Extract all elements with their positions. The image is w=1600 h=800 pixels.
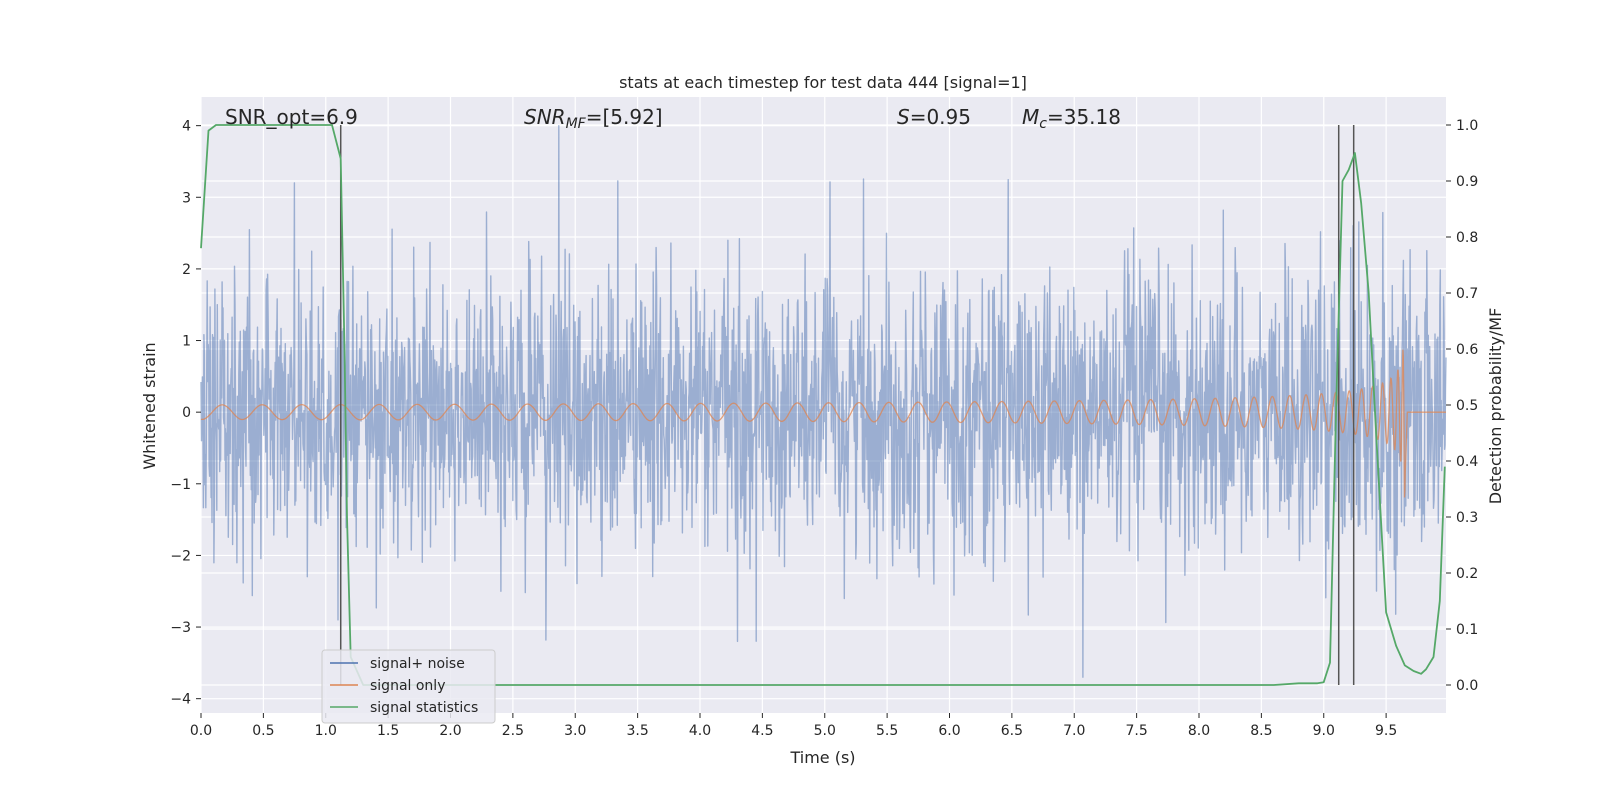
annotation-snr-opt: SNR_opt=6.9 <box>225 105 358 129</box>
x-tick-label: 8.5 <box>1250 723 1272 739</box>
x-tick-label: 6.5 <box>1001 723 1023 739</box>
x-axis-ticks: 0.0 0.5 1.0 1.5 2.0 2.5 3.0 3.5 4.0 4.5 5.0 5.5 6.0 6… <box>190 713 1397 739</box>
y2-tick-label: 0.0 <box>1456 678 1478 694</box>
y2-tick-label: 0.2 <box>1456 566 1478 582</box>
x-tick-label: 8.0 <box>1188 723 1210 739</box>
y2-tick-label: 0.1 <box>1456 622 1478 638</box>
y-tick-label: 4 <box>182 119 191 135</box>
y2-tick-label: 0.5 <box>1456 398 1478 414</box>
y2-tick-label: 0.7 <box>1456 286 1478 302</box>
x-tick-label: 9.5 <box>1375 723 1397 739</box>
y2-tick-label: 0.4 <box>1456 454 1478 470</box>
x-tick-label: 3.5 <box>626 723 648 739</box>
legend: signal+ noise signal only signal statist… <box>321 649 496 724</box>
y-tick-label: 1 <box>182 334 191 350</box>
legend-label-signal-only: signal only <box>370 678 445 694</box>
signal-only-series <box>200 349 1446 498</box>
y2-tick-label: 0.9 <box>1456 174 1478 190</box>
y2-tick-label: 0.6 <box>1456 342 1478 358</box>
y2-tick-label: 1.0 <box>1456 118 1478 134</box>
y-axis-label: Whitened strain <box>140 342 159 469</box>
chart-title: stats at each timestep for test data 444… <box>619 73 1027 92</box>
signal-only-line <box>200 349 1446 498</box>
x-axis-label: Time (s) <box>789 748 855 767</box>
signal-statistics-line <box>200 124 1446 686</box>
x-tick-label: 2.5 <box>502 723 524 739</box>
x-tick-label: 4.5 <box>751 723 773 739</box>
x-tick-label: 1.0 <box>315 723 337 739</box>
y2-axis-label: Detection probability/MF <box>1486 308 1505 505</box>
x-tick-label: 2.0 <box>439 723 461 739</box>
y-tick-label: −2 <box>170 548 191 564</box>
legend-box <box>321 649 496 724</box>
annotation-snr-mf: SNRMF=[5.92] <box>524 105 663 132</box>
y-tick-label: 0 <box>182 405 191 421</box>
x-tick-label: 4.0 <box>689 723 711 739</box>
x-tick-label: 5.0 <box>814 723 836 739</box>
signal-noise-line <box>200 125 1447 678</box>
legend-label-signal-noise: signal+ noise <box>370 656 465 672</box>
y2-tick-label: 0.8 <box>1456 230 1478 246</box>
annotation-s: S=0.95 <box>897 105 971 129</box>
x-tick-label: 7.5 <box>1125 723 1147 739</box>
y2-tick-label: 0.3 <box>1456 510 1478 526</box>
x-tick-label: 0.5 <box>252 723 274 739</box>
y-tick-label: −3 <box>170 620 191 636</box>
annotation-mc: Mc=35.18 <box>1022 105 1121 132</box>
x-tick-label: 9.0 <box>1313 723 1335 739</box>
y-axis-ticks: 4 3 2 1 0 −1 −2 −3 −4 <box>170 119 201 708</box>
signal-statistics-series <box>200 124 1446 686</box>
x-tick-label: 7.0 <box>1063 723 1085 739</box>
y-tick-label: −4 <box>170 692 191 708</box>
y2-axis-ticks: 1.0 0.9 0.8 0.7 0.6 0.5 0.4 0.3 0.2 0.1 0.0 <box>1446 118 1478 694</box>
detection-markers <box>339 125 1355 685</box>
x-tick-label: 6.0 <box>938 723 960 739</box>
signal-noise-series <box>200 125 1447 678</box>
x-tick-label: 5.5 <box>876 723 898 739</box>
y-tick-label: 2 <box>182 262 191 278</box>
legend-label-signal-statistics: signal statistics <box>370 700 478 716</box>
x-tick-label: 3.0 <box>564 723 586 739</box>
y-tick-label: −1 <box>170 477 191 493</box>
x-tick-label: 0.0 <box>190 723 212 739</box>
y-tick-label: 3 <box>182 190 191 206</box>
x-tick-label: 1.5 <box>377 723 399 739</box>
